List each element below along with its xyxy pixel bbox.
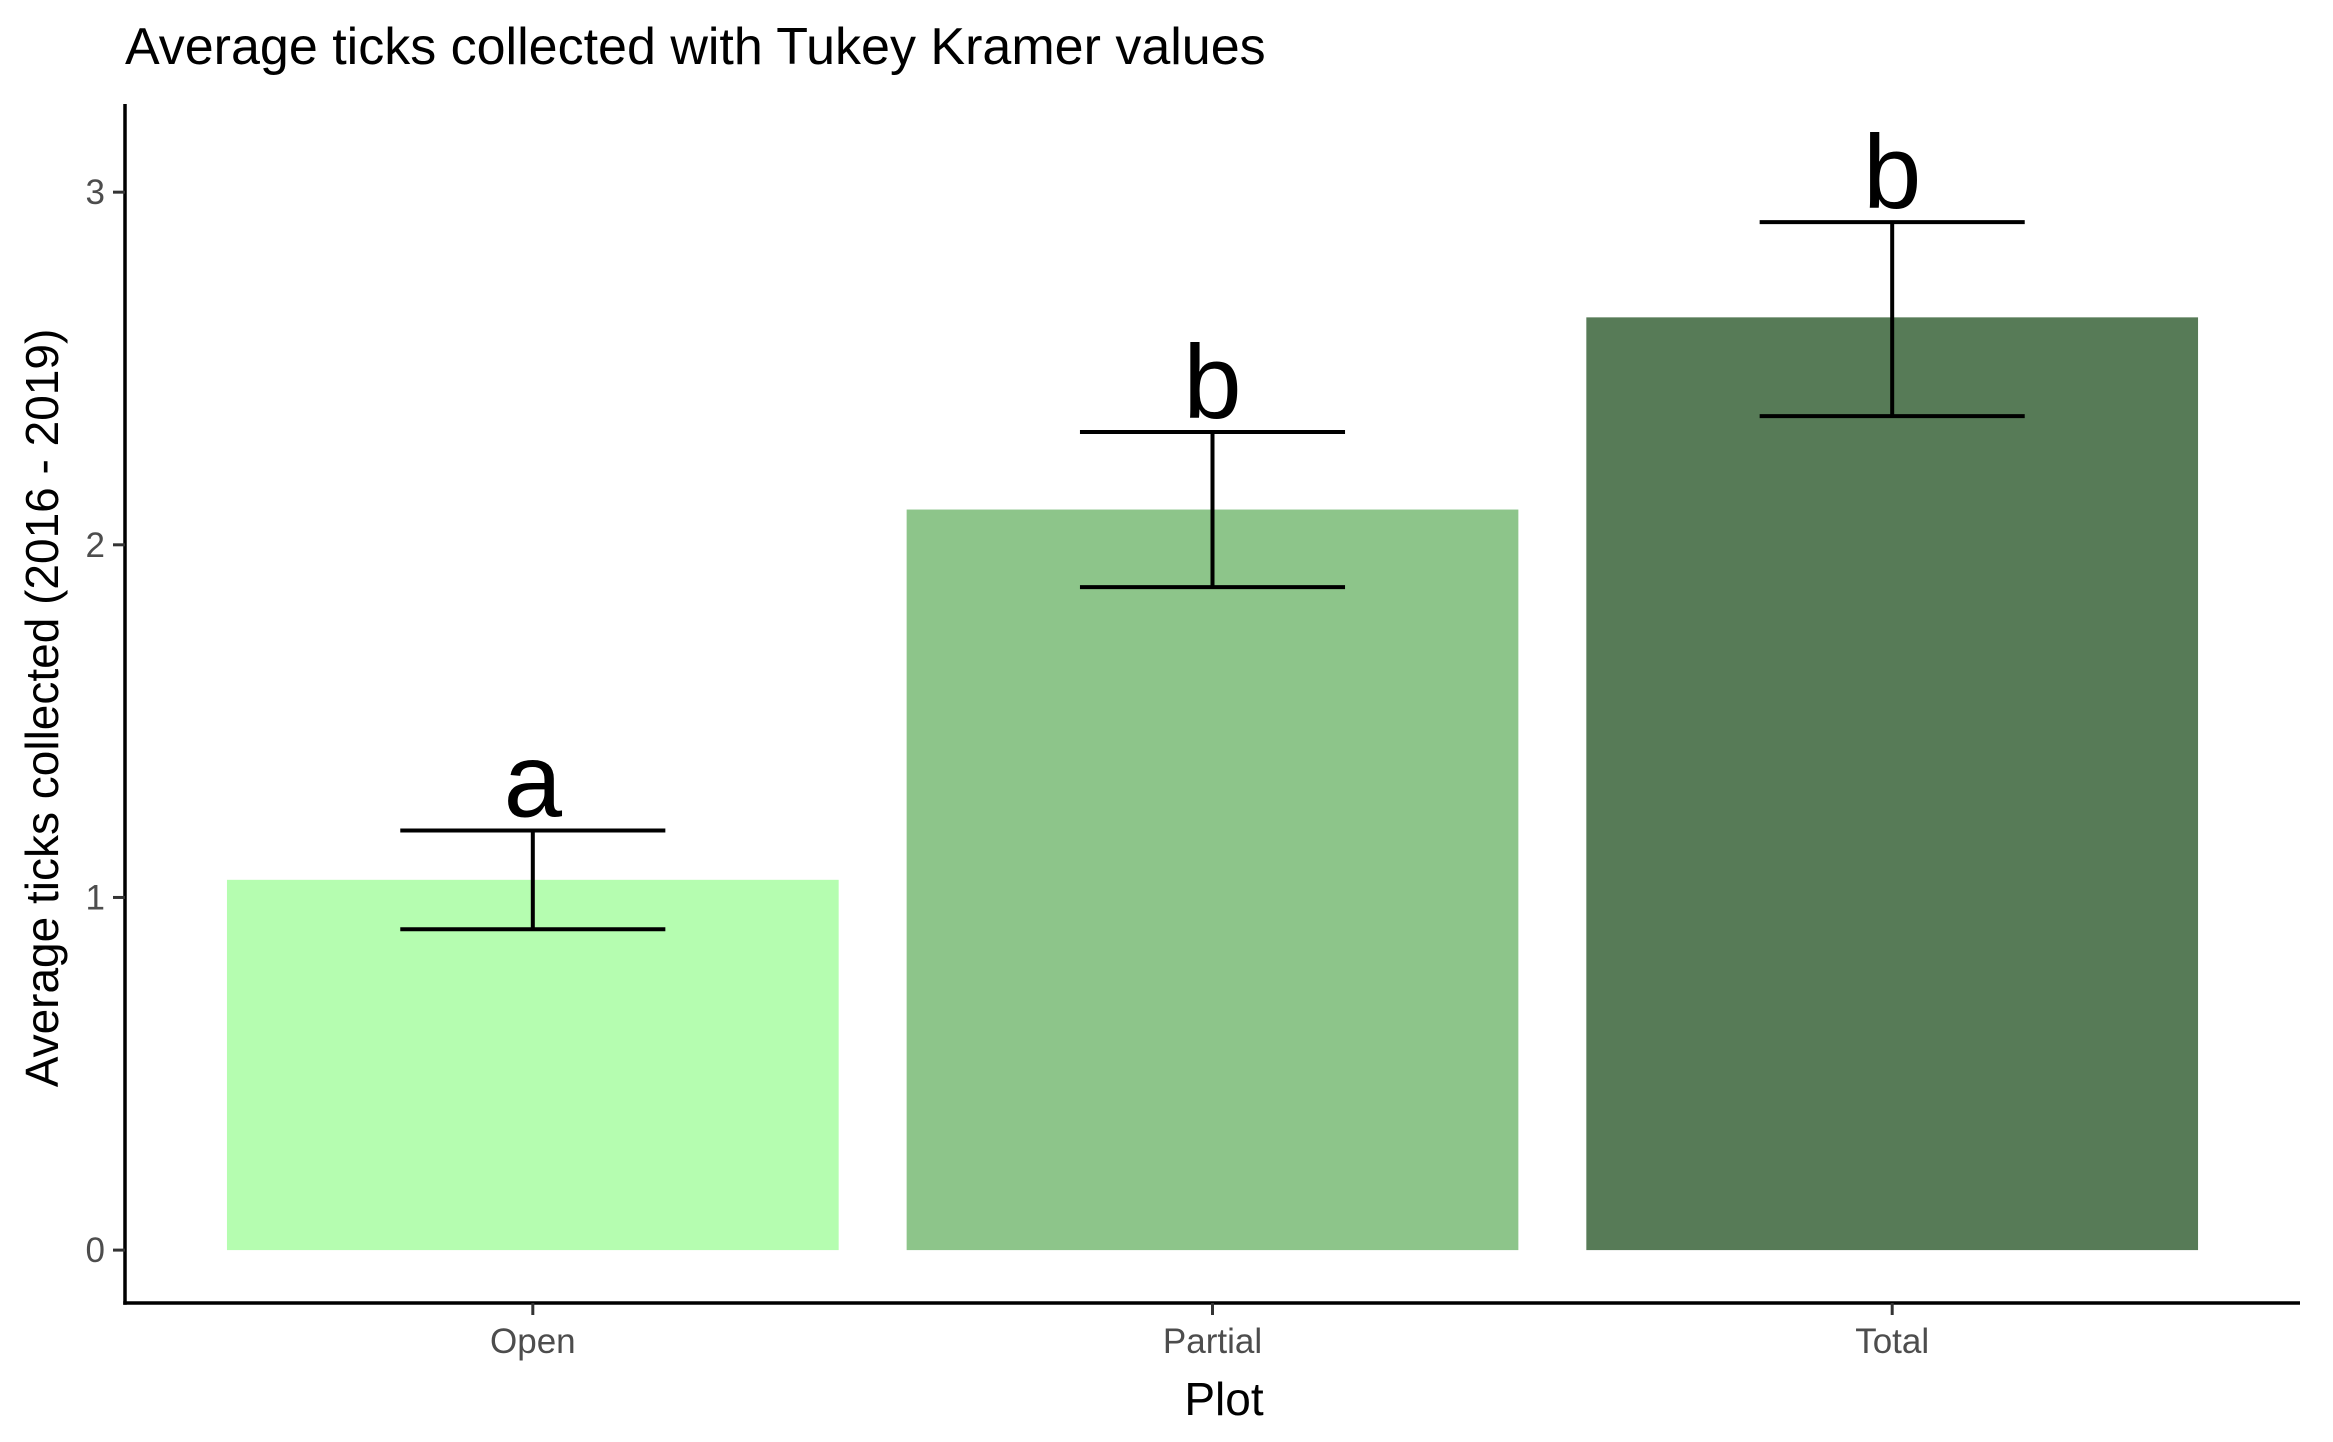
y-axis-title: Average ticks collected (2016 - 2019) <box>16 329 68 1088</box>
y-tick-label-3: 3 <box>86 173 105 212</box>
y-tick-label-0: 0 <box>86 1231 105 1270</box>
error-bars-layer <box>400 220 2025 932</box>
group-letter-total: b <box>1863 114 1921 231</box>
group-letter-open: a <box>504 722 563 839</box>
x-ticks: Open Partial Total <box>490 1303 1929 1361</box>
bar-open <box>226 879 839 1251</box>
y-tick-label-1: 1 <box>86 878 105 917</box>
bar-partial <box>906 509 1519 1251</box>
x-axis-title: Plot <box>1184 1373 1263 1425</box>
group-letters-layer: a b b <box>504 114 1922 839</box>
y-ticks: 0 1 2 3 <box>86 173 125 1270</box>
group-letter-partial: b <box>1183 324 1241 441</box>
bars-layer <box>226 317 2199 1251</box>
bar-total <box>1586 317 2199 1251</box>
x-tick-label-total: Total <box>1855 1322 1929 1361</box>
x-tick-label-partial: Partial <box>1163 1322 1262 1361</box>
chart-title: Average ticks collected with Tukey Krame… <box>125 18 1266 76</box>
y-tick-label-2: 2 <box>86 526 105 565</box>
x-tick-label-open: Open <box>490 1322 576 1361</box>
